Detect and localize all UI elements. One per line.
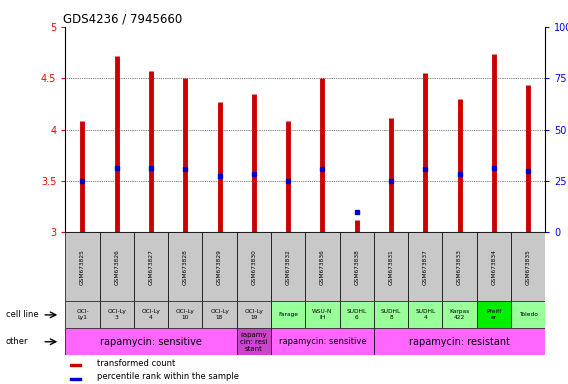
Text: Farage: Farage <box>278 312 298 318</box>
Text: Pfeiff
er: Pfeiff er <box>486 310 502 320</box>
FancyBboxPatch shape <box>168 232 202 301</box>
FancyBboxPatch shape <box>442 232 477 301</box>
FancyBboxPatch shape <box>374 301 408 328</box>
FancyBboxPatch shape <box>408 232 442 301</box>
FancyBboxPatch shape <box>306 301 340 328</box>
Text: SUDHL
6: SUDHL 6 <box>346 310 367 320</box>
Text: GSM673830: GSM673830 <box>252 249 256 285</box>
FancyBboxPatch shape <box>237 301 271 328</box>
Text: GSM673834: GSM673834 <box>491 249 496 285</box>
FancyBboxPatch shape <box>511 301 545 328</box>
Text: GSM673835: GSM673835 <box>525 249 531 285</box>
Text: GSM673837: GSM673837 <box>423 249 428 285</box>
Text: GSM673832: GSM673832 <box>286 249 291 285</box>
Text: GSM673826: GSM673826 <box>114 249 119 285</box>
FancyBboxPatch shape <box>99 232 134 301</box>
Text: GSM673833: GSM673833 <box>457 249 462 285</box>
Text: transformed count: transformed count <box>97 359 175 368</box>
FancyBboxPatch shape <box>237 328 271 355</box>
Text: cell line: cell line <box>6 310 38 319</box>
FancyBboxPatch shape <box>271 328 374 355</box>
Text: percentile rank within the sample: percentile rank within the sample <box>97 372 239 381</box>
Text: GSM673825: GSM673825 <box>80 249 85 285</box>
Text: rapamy
cin: resi
stant: rapamy cin: resi stant <box>240 332 268 352</box>
FancyBboxPatch shape <box>408 301 442 328</box>
Text: other: other <box>6 337 28 346</box>
FancyBboxPatch shape <box>202 232 237 301</box>
FancyBboxPatch shape <box>340 301 374 328</box>
Text: WSU-N
IH: WSU-N IH <box>312 310 333 320</box>
Text: GSM673829: GSM673829 <box>217 249 222 285</box>
Text: Toledo: Toledo <box>519 312 537 318</box>
Bar <box>70 378 81 380</box>
FancyBboxPatch shape <box>202 301 237 328</box>
Text: rapamycin: resistant: rapamycin: resistant <box>409 337 510 347</box>
FancyBboxPatch shape <box>168 301 202 328</box>
FancyBboxPatch shape <box>374 328 545 355</box>
Text: OCI-Ly
10: OCI-Ly 10 <box>176 310 195 320</box>
Text: SUDHL
4: SUDHL 4 <box>415 310 436 320</box>
FancyBboxPatch shape <box>442 301 477 328</box>
Text: GSM673838: GSM673838 <box>354 249 359 285</box>
Bar <box>70 364 81 366</box>
FancyBboxPatch shape <box>374 232 408 301</box>
Text: SUDHL
8: SUDHL 8 <box>381 310 401 320</box>
Text: rapamycin: sensitive: rapamycin: sensitive <box>279 337 366 346</box>
FancyBboxPatch shape <box>134 232 168 301</box>
FancyBboxPatch shape <box>134 301 168 328</box>
FancyBboxPatch shape <box>511 232 545 301</box>
FancyBboxPatch shape <box>65 328 237 355</box>
Text: OCI-Ly
3: OCI-Ly 3 <box>107 310 126 320</box>
FancyBboxPatch shape <box>306 232 340 301</box>
Text: OCI-Ly
4: OCI-Ly 4 <box>141 310 161 320</box>
Text: GSM673836: GSM673836 <box>320 249 325 285</box>
Text: OCI-Ly
18: OCI-Ly 18 <box>210 310 229 320</box>
FancyBboxPatch shape <box>237 232 271 301</box>
FancyBboxPatch shape <box>477 232 511 301</box>
Text: OCI-Ly
19: OCI-Ly 19 <box>244 310 264 320</box>
Text: GSM673827: GSM673827 <box>148 249 153 285</box>
Text: GDS4236 / 7945660: GDS4236 / 7945660 <box>63 13 182 26</box>
FancyBboxPatch shape <box>271 301 306 328</box>
FancyBboxPatch shape <box>271 232 306 301</box>
FancyBboxPatch shape <box>65 232 99 301</box>
Text: GSM673831: GSM673831 <box>389 249 394 285</box>
FancyBboxPatch shape <box>340 232 374 301</box>
Text: rapamycin: sensitive: rapamycin: sensitive <box>100 337 202 347</box>
Text: Karpas
422: Karpas 422 <box>449 310 470 320</box>
Text: GSM673828: GSM673828 <box>183 249 188 285</box>
Text: OCI-
Ly1: OCI- Ly1 <box>76 310 89 320</box>
FancyBboxPatch shape <box>99 301 134 328</box>
FancyBboxPatch shape <box>477 301 511 328</box>
FancyBboxPatch shape <box>65 301 99 328</box>
